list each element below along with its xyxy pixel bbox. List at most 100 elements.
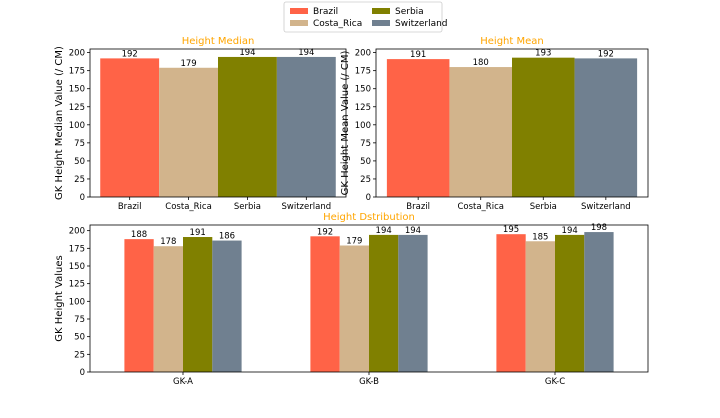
- height-median-ylabel: GK Height Median Value (/ CM): [54, 46, 65, 200]
- height-mean-ytick-label: 0: [366, 193, 371, 203]
- height-dstribution-ytick-label: 25: [74, 350, 85, 360]
- height-median-ytick-label: 75: [74, 139, 85, 149]
- height-dstribution-bar-gk-b-costa-rica: [339, 245, 369, 372]
- height-dstribution-value-label-gk-a-switzerland: 186: [219, 232, 235, 242]
- legend-label-costa-rica: Costa_Rica: [313, 19, 362, 29]
- height-dstribution-value-label-gk-b-serbia: 194: [376, 226, 392, 236]
- height-dstribution-title: Height Dstribution: [323, 212, 415, 223]
- height-dstribution-ytick-label: 50: [74, 333, 85, 343]
- height-mean-value-label-switzerland: 192: [598, 49, 614, 59]
- height-dstribution-xtick-label-gk-a: GK-A: [173, 377, 193, 387]
- height-dstribution-xtick-label-gk-c: GK-C: [545, 377, 565, 387]
- height-median-axes-frame: [89, 48, 347, 198]
- height-median-ytick-label: 200: [69, 49, 85, 59]
- height-dstribution-value-label-gk-c-brazil: 195: [503, 225, 519, 235]
- height-dstribution-value-label-gk-a-serbia: 191: [190, 228, 206, 238]
- height-mean-ytick-label: 75: [360, 139, 371, 149]
- height-mean-ytick-label: 25: [360, 175, 371, 185]
- height-dstribution-bar-gk-a-serbia: [183, 237, 213, 372]
- height-median-value-label-brazil: 192: [122, 49, 138, 59]
- height-mean-value-label-serbia: 193: [535, 49, 551, 59]
- height-dstribution-ytick-label: 150: [69, 262, 85, 272]
- height-median-xtick-label-costa-rica: Costa_Rica: [165, 202, 212, 212]
- height-median-ytick-label: 150: [69, 85, 85, 95]
- height-dstribution-bar-gk-a-brazil: [124, 239, 154, 372]
- height-median-ytick-label: 50: [74, 157, 85, 167]
- height-median-value-label-serbia: 194: [239, 48, 255, 58]
- height-dstribution-value-label-gk-b-switzerland: 194: [405, 226, 421, 236]
- height-dstribution-bar-gk-c-switzerland: [584, 232, 614, 372]
- height-dstribution-bar-gk-b-switzerland: [398, 234, 428, 372]
- legend-swatch-costa-rica: [290, 20, 308, 26]
- height-median-xtick-label-brazil: Brazil: [118, 202, 142, 212]
- height-dstribution-value-label-gk-c-serbia: 194: [562, 226, 578, 236]
- height-mean-ytick-label: 100: [355, 121, 371, 131]
- height-dstribution-bar-gk-b-serbia: [369, 234, 399, 372]
- height-dstribution-ytick-label: 125: [69, 280, 85, 290]
- height-dstribution-xtick-label-gk-b: GK-B: [359, 377, 379, 387]
- height-median-xtick-label-serbia: Serbia: [234, 202, 261, 212]
- height-median-bar-switzerland: [276, 56, 336, 197]
- height-dstribution-value-label-gk-a-brazil: 188: [131, 230, 147, 240]
- height-dstribution-bar-gk-a-costa-rica: [153, 246, 183, 372]
- height-dstribution-ytick-label: 200: [69, 227, 85, 237]
- height-median-xtick-label-switzerland: Switzerland: [282, 202, 332, 212]
- height-mean-xtick-label-brazil: Brazil: [406, 202, 430, 212]
- height-median-ytick-label: 0: [80, 193, 85, 203]
- height-median-value-label-switzerland: 194: [298, 48, 314, 58]
- height-mean-axes-frame: [375, 48, 649, 198]
- height-mean-value-label-brazil: 191: [410, 50, 426, 60]
- legend-label-serbia: Serbia: [395, 7, 424, 17]
- height-mean-bar-switzerland: [574, 58, 638, 198]
- legend-swatch-brazil: [290, 8, 308, 14]
- legend-swatch-serbia: [372, 8, 390, 14]
- height-dstribution-bar-gk-c-costa-rica: [525, 241, 555, 372]
- height-mean-title: Height Mean: [480, 36, 543, 47]
- median-chart: Height Median GK Height Median Value (/ C…: [54, 36, 347, 212]
- height-mean-ytick-label: 150: [355, 85, 371, 95]
- height-dstribution-axes-frame: [89, 224, 649, 373]
- height-mean-ytick-label: 175: [355, 67, 371, 77]
- height-dstribution-ytick-label: 75: [74, 315, 85, 325]
- legend-swatch-switzerland: [372, 20, 390, 26]
- height-mean-value-label-costa-rica: 180: [473, 58, 489, 68]
- height-median-ytick-label: 25: [74, 175, 85, 185]
- mean-chart: Height Mean GK Height Mean Value (/ CM) 0 2…: [340, 36, 649, 212]
- height-mean-ytick-label: 125: [355, 103, 371, 113]
- legend: Brazil Costa_Rica Serbia Switzerland: [283, 1, 448, 33]
- height-median-bar-serbia: [218, 56, 277, 197]
- height-dstribution-value-label-gk-c-costa-rica: 185: [532, 232, 548, 242]
- height-mean-bar-costa-rica: [449, 67, 512, 197]
- legend-label-switzerland: Switzerland: [395, 19, 448, 29]
- height-median-ytick-label: 125: [69, 103, 85, 113]
- height-median-title: Height Median: [182, 36, 255, 47]
- height-dstribution-value-label-gk-c-switzerland: 198: [591, 223, 607, 233]
- height-median-ytick-label: 175: [69, 67, 85, 77]
- height-dstribution-ytick-label: 0: [80, 368, 85, 378]
- distribution-chart: Height Dstribution GK Height Values 0 25 50 7…: [54, 212, 649, 387]
- height-mean-xtick-label-switzerland: Switzerland: [581, 202, 631, 212]
- legend-frame: [283, 1, 443, 33]
- height-mean-ytick-label: 200: [355, 49, 371, 59]
- height-mean-bar-serbia: [512, 57, 575, 197]
- height-dstribution-value-label-gk-a-costa-rica: 178: [160, 237, 176, 247]
- height-dstribution-bar-gk-c-serbia: [555, 234, 585, 372]
- height-dstribution-bar-gk-a-switzerland: [212, 240, 242, 372]
- height-mean-xtick-label-serbia: Serbia: [530, 202, 557, 212]
- height-median-bar-brazil: [100, 58, 160, 198]
- height-dstribution-bar-gk-c-brazil: [496, 234, 526, 372]
- height-mean-ytick-label: 50: [360, 157, 371, 167]
- height-dstribution-value-label-gk-b-costa-rica: 179: [346, 236, 362, 246]
- height-median-bar-costa-rica: [159, 67, 218, 198]
- height-median-value-label-costa-rica: 179: [180, 59, 196, 69]
- height-dstribution-value-label-gk-b-brazil: 192: [317, 227, 333, 237]
- legend-label-brazil: Brazil: [313, 7, 338, 17]
- height-mean-xtick-label-costa-rica: Costa_Rica: [457, 202, 504, 212]
- height-dstribution-ytick-label: 100: [69, 297, 85, 307]
- height-dstribution-ytick-label: 175: [69, 244, 85, 254]
- height-mean-ylabel: GK Height Mean Value (/ CM): [340, 51, 351, 196]
- height-dstribution-ylabel: GK Height Values: [54, 255, 65, 341]
- height-median-ytick-label: 100: [69, 121, 85, 131]
- height-dstribution-bar-gk-b-brazil: [310, 236, 340, 372]
